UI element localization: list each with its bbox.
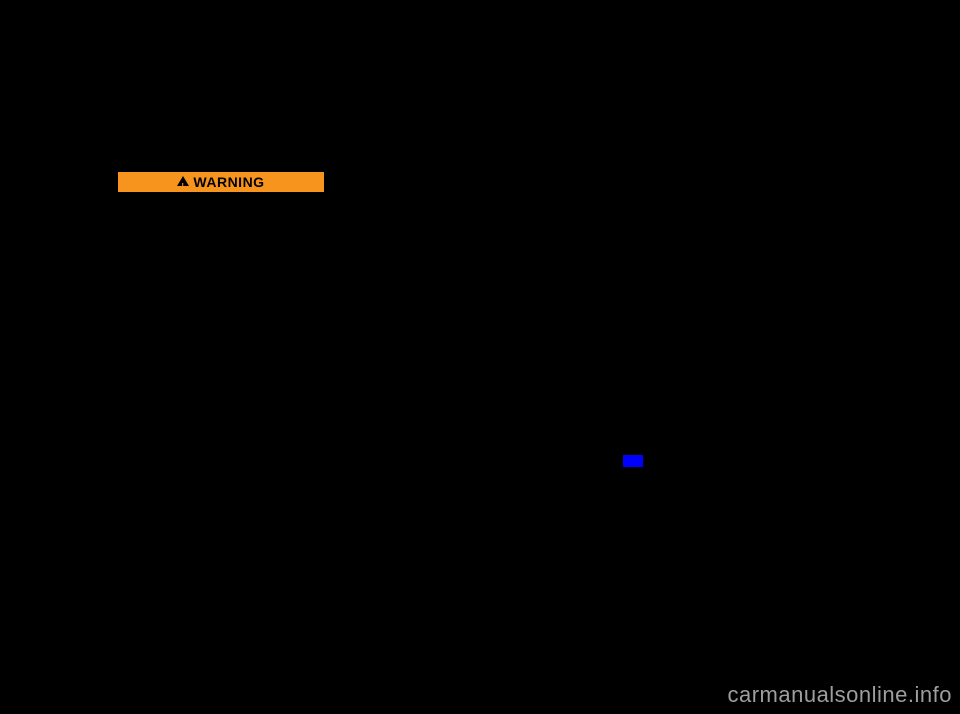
manual-page: WARNING carmanualsonline.info [0,0,960,714]
page-reference-mark [623,455,643,467]
warning-label: WARNING [193,172,264,192]
warning-badge: WARNING [116,170,326,194]
watermark-text: carmanualsonline.info [727,682,952,708]
warning-triangle-icon [177,176,189,186]
